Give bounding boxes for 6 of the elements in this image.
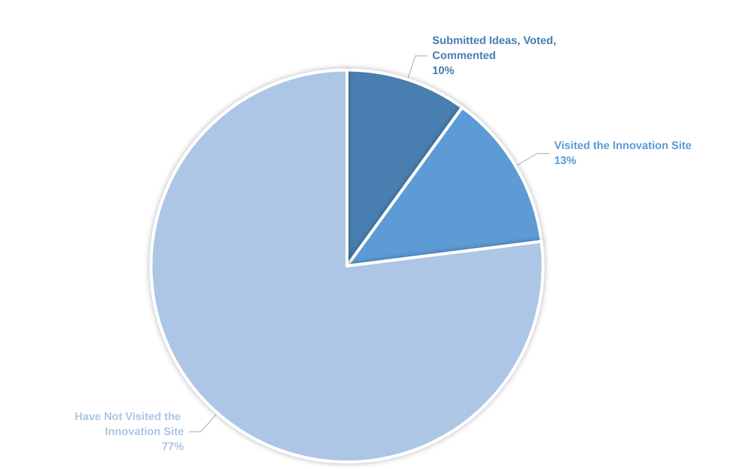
slice-label: Have Not Visited the Innovation Site: [74, 410, 184, 438]
slice-label: Submitted Ideas, Voted, Commented: [432, 34, 560, 62]
data-label: 10%: [432, 64, 455, 77]
slice-label: Visited the Innovation Site: [554, 140, 692, 152]
data-label: 13%: [554, 155, 576, 167]
data-label: 77%: [162, 440, 184, 453]
